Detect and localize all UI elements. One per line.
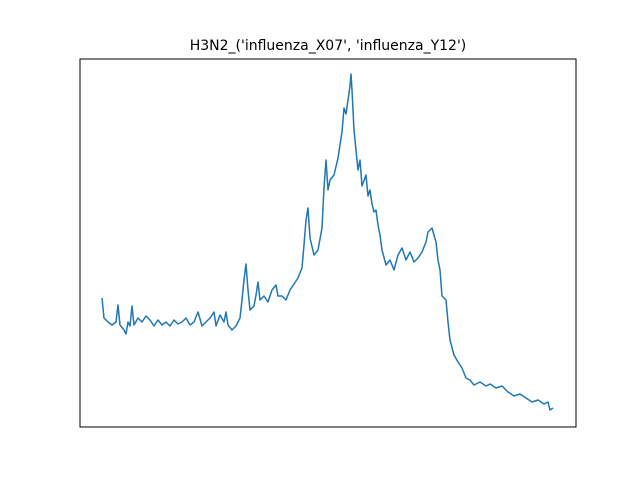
axes-frame [79,58,577,428]
plot-area [101,73,554,411]
chart-title: H3N2_('influenza_X07', 'influenza_Y12') [190,38,467,54]
data-line [101,73,554,411]
